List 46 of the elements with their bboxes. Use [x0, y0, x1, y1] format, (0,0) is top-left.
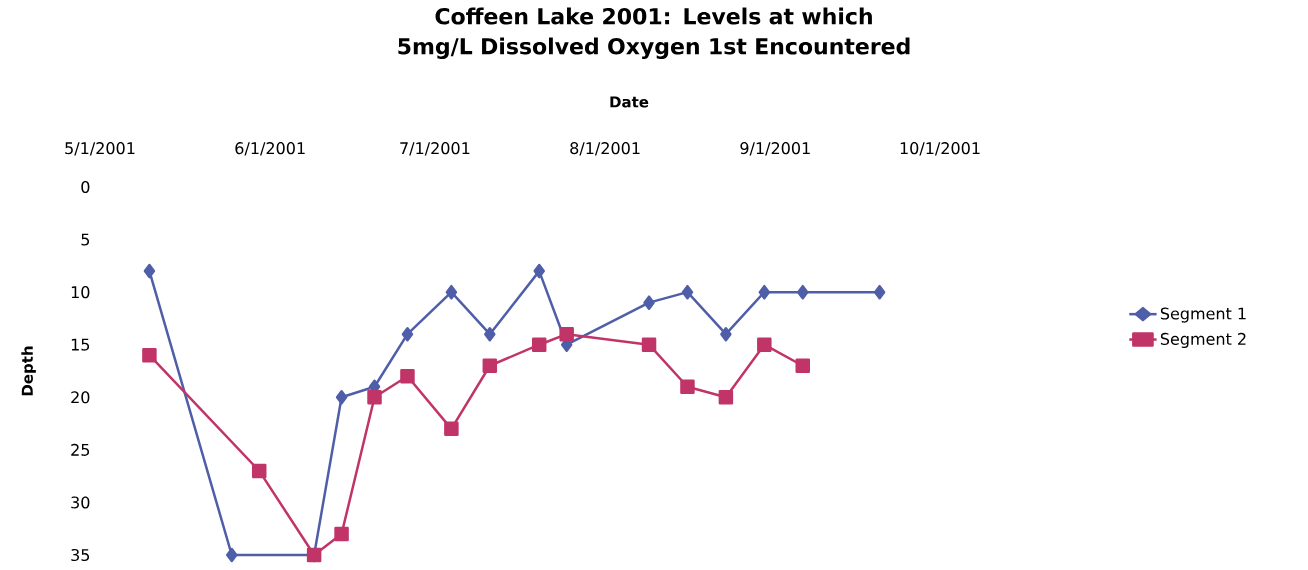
point [531, 337, 547, 352]
point [797, 284, 809, 300]
point [680, 379, 695, 395]
x-tick-label: 9/1/2001 [740, 142, 810, 156]
point [641, 337, 657, 352]
point [873, 284, 886, 300]
point [444, 421, 459, 437]
y-tick-label: 25 [71, 443, 90, 456]
point [482, 358, 498, 373]
y-tick-label: 5 [81, 233, 90, 246]
point [142, 347, 157, 363]
x-tick-label: 8/1/2001 [570, 142, 640, 156]
point [251, 463, 267, 479]
point [795, 358, 810, 373]
y-tick-label: 30 [71, 496, 90, 509]
point [367, 390, 382, 405]
point [757, 337, 772, 352]
point [400, 369, 415, 384]
point [643, 295, 655, 310]
chart-title: Coffeen Lake 2001: Levels at which 5mg/L Dissolved Oxygen 1st Encountered [398, 7, 910, 59]
y-axis-title: Depth [21, 346, 36, 396]
legend-label: Segment 1 [1160, 307, 1246, 323]
point [718, 390, 734, 405]
y-tick-label: 20 [71, 391, 90, 404]
x-tick-label: 7/1/2001 [400, 142, 470, 156]
point [533, 263, 545, 279]
point [334, 526, 349, 542]
y-tick-label: 35 [71, 548, 90, 562]
point [143, 263, 156, 279]
y-tick-label: 15 [71, 338, 90, 351]
point [758, 284, 771, 300]
x-tick-label: 10/1/2001 [900, 142, 980, 156]
point [445, 284, 458, 300]
point [559, 326, 574, 342]
point [226, 547, 238, 563]
point [484, 326, 496, 342]
x-tick-label: 5/1/2001 [65, 142, 135, 156]
x-tick-label: 6/1/2001 [235, 142, 305, 156]
y-tick-label: 10 [71, 286, 90, 299]
y-tick-label: 0 [81, 180, 90, 194]
point [401, 326, 414, 342]
point [681, 284, 694, 300]
point [720, 326, 732, 342]
x-axis-title: Date [610, 96, 649, 108]
legend-label: Segment 2 [1160, 332, 1246, 349]
point [335, 390, 348, 405]
